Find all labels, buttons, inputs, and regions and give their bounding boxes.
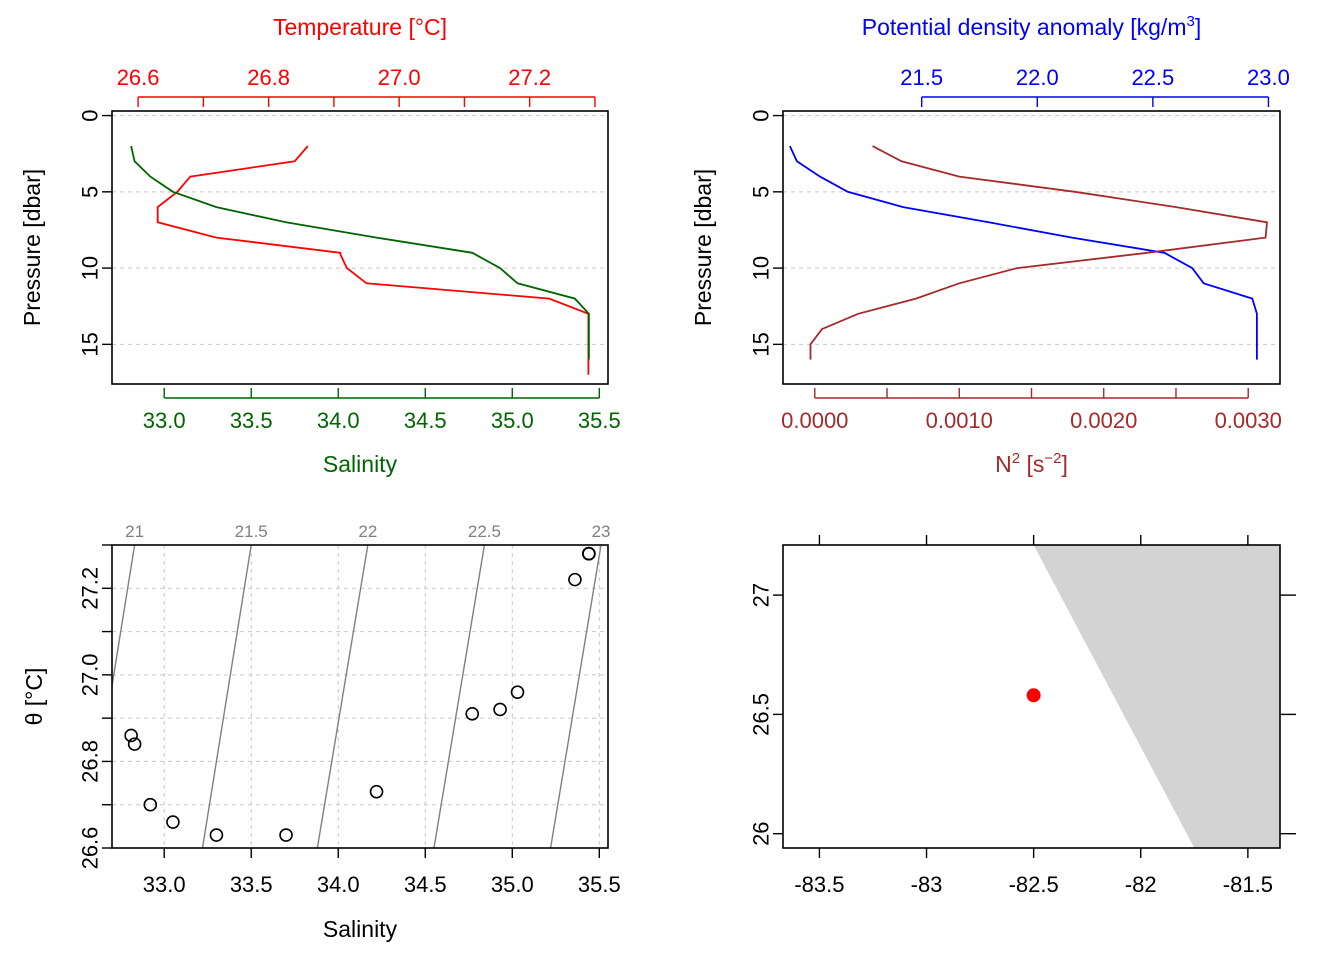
ts-point	[568, 572, 582, 587]
isopycnal-group	[112, 545, 602, 848]
panel-ts-diagram: 21 21.5 22 22.5 23 33.0 33.5 34.0 34.5 35.0 35.5 26…	[21, 522, 621, 942]
x-tick-label: 35.0	[491, 872, 534, 897]
isopycnal-label: 21.5	[235, 522, 268, 541]
isopycnal-label: 22	[358, 522, 377, 541]
y-tick-label: 5	[749, 186, 774, 198]
bottom-tick-label: 0.0010	[926, 408, 993, 433]
x-tick-label: 35.5	[578, 872, 621, 897]
y-tick-label: 10	[749, 256, 774, 280]
plot-frame	[111, 110, 609, 385]
ts-point	[166, 815, 180, 829]
y-tick-label: 26.5	[749, 693, 774, 736]
y-tick-label: 10	[78, 256, 103, 280]
top-tick-label: 26.8	[247, 65, 290, 90]
y-tick-label: 15	[78, 332, 103, 356]
isopycnal-label: 22.5	[468, 522, 501, 541]
y-tick-label: 5	[78, 186, 103, 198]
ts-point	[124, 728, 138, 743]
bottom-tick-label: 34.0	[317, 408, 360, 433]
profile-line-top-axis	[789, 145, 1258, 360]
ts-point	[143, 797, 158, 812]
y-tick-label: 26.6	[78, 827, 103, 870]
top-tick-label: 23.0	[1247, 65, 1290, 90]
bottom-axis-title: Salinity	[323, 451, 398, 477]
ts-point	[279, 828, 293, 842]
top-tick-label: 26.6	[117, 65, 160, 90]
isopycnal-label: 21	[125, 522, 144, 541]
y-tick-label: 27.0	[78, 653, 103, 696]
top-tick-label: 27.0	[378, 65, 421, 90]
ts-point	[493, 702, 507, 717]
x-tick-label: -83	[911, 872, 943, 897]
ts-point	[510, 685, 525, 699]
panel-temperature-salinity-profile: 0 5 10 15 Pressure [dbar] 26.6 26.8 27.0 27.2 Tem…	[19, 14, 621, 477]
panel-density-n2-profile: 0 5 10 15 Pressure [dbar] 21.5 22.0 22.5 23.0 Pot…	[690, 13, 1290, 477]
y-axis-title: Pressure [dbar]	[19, 169, 45, 326]
isopycnal-line	[201, 545, 252, 848]
x-axis-title: Salinity	[323, 916, 398, 942]
ts-point	[582, 546, 596, 561]
y-tick-label: 27.2	[78, 567, 103, 610]
bottom-tick-label: 35.0	[491, 408, 534, 433]
plot-frame	[782, 110, 1281, 385]
y-tick-label: 26	[749, 821, 774, 845]
x-tick-label: -82	[1125, 872, 1157, 897]
y-tick-label: 26.8	[78, 740, 103, 783]
plot-frame	[111, 544, 609, 849]
isopycnal-line	[433, 545, 486, 848]
profile-line-top-axis	[156, 145, 590, 375]
top-axis-title: Temperature [°C]	[273, 14, 447, 40]
top-axis-title: Potential density anomaly [kg/m3]	[862, 13, 1201, 40]
y-tick-label: 0	[749, 109, 774, 121]
top-tick-label: 22.5	[1131, 65, 1174, 90]
bottom-axis-title: N2 [s−2]	[995, 450, 1068, 477]
station-marker	[1026, 688, 1041, 703]
x-tick-label: 34.5	[404, 872, 447, 897]
bottom-tick-label: 33.5	[230, 408, 273, 433]
x-tick-label: -81.5	[1223, 872, 1273, 897]
ts-point	[127, 737, 142, 751]
x-tick-label: 34.0	[317, 872, 360, 897]
y-tick-label: 15	[749, 332, 774, 356]
map-frame	[782, 544, 1281, 849]
x-tick-label: 33.0	[143, 872, 186, 897]
y-axis-title: Pressure [dbar]	[690, 169, 716, 326]
bottom-tick-label: 34.5	[404, 408, 447, 433]
bottom-tick-label: 0.0030	[1215, 408, 1282, 433]
bottom-tick-label: 0.0000	[781, 408, 848, 433]
bottom-tick-label: 0.0020	[1070, 408, 1137, 433]
x-tick-label: -82.5	[1009, 872, 1059, 897]
ts-point	[209, 828, 224, 842]
bottom-tick-label: 33.0	[143, 408, 186, 433]
bottom-tick-label: 35.5	[578, 408, 621, 433]
panel-station-map: -83.5 -83 -82.5 -82 -81.5 26 26.5 27	[749, 535, 1296, 897]
isopycnal-line	[112, 545, 136, 691]
x-tick-label: 33.5	[230, 872, 273, 897]
isopycnal-label: 23	[592, 522, 611, 541]
top-tick-label: 21.5	[900, 65, 943, 90]
isopycnal-line	[316, 545, 369, 848]
y-tick-label: 0	[78, 109, 103, 121]
x-tick-label: -83.5	[794, 872, 844, 897]
profile-line-bottom-axis	[809, 145, 1268, 360]
y-axis-title: θ [°C]	[21, 668, 47, 726]
top-tick-label: 27.2	[508, 65, 551, 90]
top-tick-label: 22.0	[1016, 65, 1059, 90]
y-tick-label: 27	[749, 583, 774, 607]
profile-line-bottom-axis	[130, 145, 590, 360]
isopycnal-line	[549, 545, 602, 848]
ts-point	[465, 707, 480, 721]
land-polygon	[1033, 545, 1280, 848]
ts-point	[369, 784, 384, 799]
